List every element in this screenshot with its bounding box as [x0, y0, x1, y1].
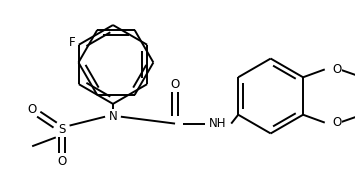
Text: O: O — [57, 155, 66, 168]
Text: O: O — [170, 78, 180, 91]
Text: N: N — [108, 110, 117, 123]
Text: O: O — [333, 116, 342, 129]
Text: O: O — [333, 63, 342, 76]
Text: S: S — [58, 123, 66, 136]
Text: NH: NH — [209, 117, 226, 130]
Text: O: O — [28, 103, 37, 116]
Text: F: F — [69, 36, 76, 49]
